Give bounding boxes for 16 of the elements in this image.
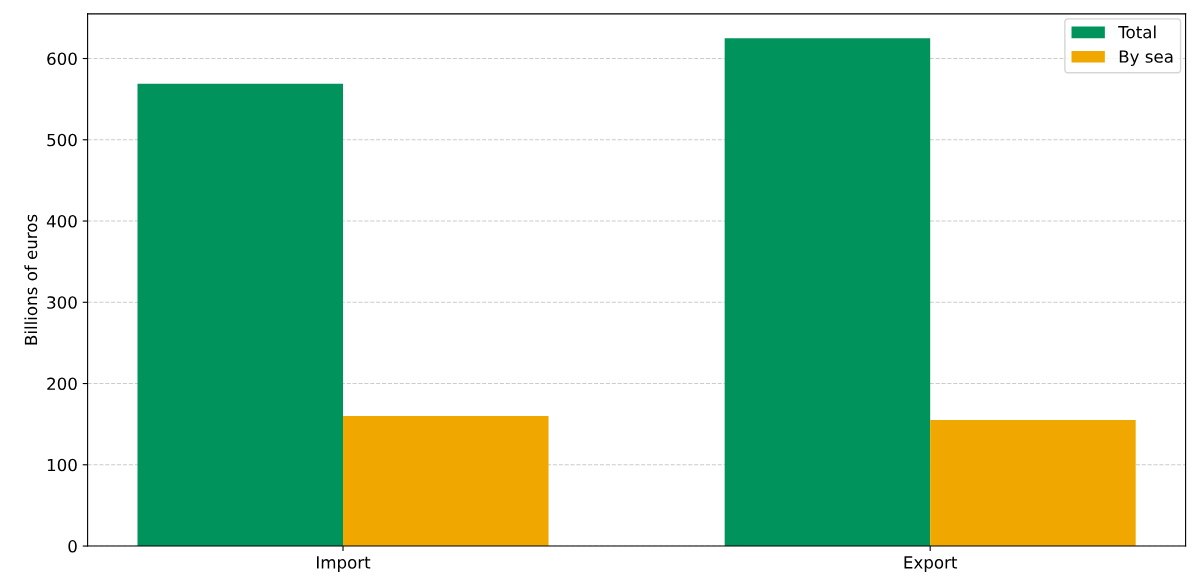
bar xyxy=(930,420,1136,547)
x-tick-label: Import xyxy=(316,556,371,572)
y-axis-title: Billions of euros xyxy=(24,214,38,345)
y-tick-label: 500 xyxy=(47,133,77,147)
bar xyxy=(724,38,931,547)
y-tick-label: 600 xyxy=(47,52,77,66)
y-tick-label: 400 xyxy=(46,214,77,228)
bar xyxy=(343,416,549,547)
y-tick-label: 300 xyxy=(47,296,77,309)
bar xyxy=(137,83,344,547)
y-tick-label: 0 xyxy=(68,540,77,553)
legend-label: By sea xyxy=(1119,50,1173,67)
legend-label: Total xyxy=(1118,25,1156,39)
x-tick-label: Export xyxy=(904,556,958,572)
y-tick-label: 200 xyxy=(47,377,77,391)
y-tick-label: 100 xyxy=(47,458,77,472)
